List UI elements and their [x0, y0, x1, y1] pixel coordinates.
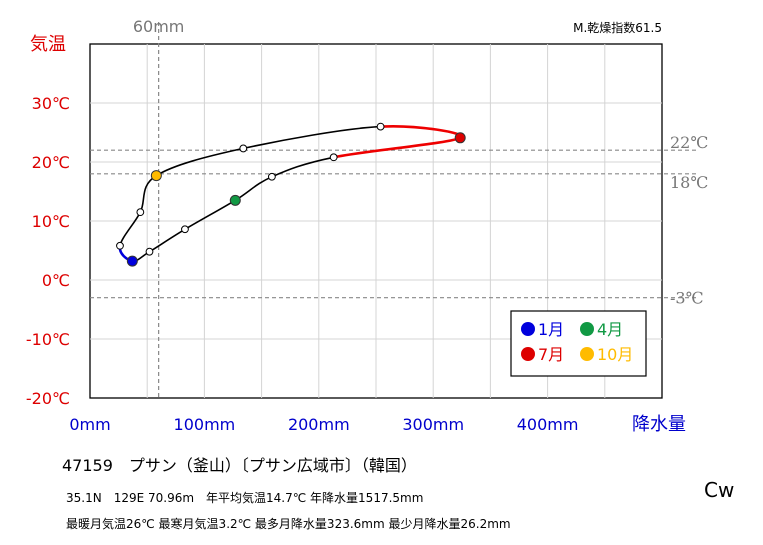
month-point-11	[136, 208, 145, 217]
y-tick-label: 0℃	[42, 271, 70, 290]
legend-label-1: 1月	[538, 320, 564, 339]
legend-label-4: 4月	[597, 320, 623, 339]
y-tick-label: 20℃	[32, 153, 70, 172]
reference-label-temp: -3℃	[670, 289, 703, 308]
climate-code: Cw	[704, 478, 735, 502]
month-point-6	[329, 153, 338, 162]
y-tick-label: -20℃	[26, 389, 70, 408]
legend-label-7: 7月	[538, 345, 564, 364]
month-point-8	[376, 122, 385, 131]
x-tick-label: 300mm	[402, 415, 464, 434]
month-point-4	[229, 194, 241, 206]
y-tick-label: 10℃	[32, 212, 70, 231]
legend-marker-10	[580, 347, 594, 361]
legend-box	[510, 310, 647, 377]
legend-marker-7	[521, 347, 535, 361]
month-point-5	[267, 172, 276, 181]
x-tick-label: 200mm	[288, 415, 350, 434]
reference-label-temp: 18℃	[670, 173, 708, 192]
month-point-1	[126, 255, 138, 267]
month-point-10	[150, 170, 162, 182]
x-tick-label: 400mm	[517, 415, 579, 434]
legend-marker-4	[580, 322, 594, 336]
x-axis-label: 降水量	[632, 414, 686, 435]
station-stats-line2: 最暖月気温26℃ 最寒月気温3.2℃ 最多月降水量323.6mm 最少月降水量2…	[66, 517, 511, 531]
x-tick-label: 0mm	[69, 415, 110, 434]
month-point-3	[181, 225, 189, 234]
reference-label-precip: 60mm	[133, 17, 185, 36]
month-point-9	[239, 144, 248, 153]
legend-label-10: 10月	[597, 345, 633, 364]
x-tick-label: 100mm	[174, 415, 236, 434]
month-point-7	[454, 132, 466, 144]
reference-label-temp: 22℃	[670, 133, 708, 152]
aridity-index: M.乾燥指数61.5	[573, 20, 662, 35]
legend-marker-1	[521, 322, 535, 336]
month-point-12	[116, 241, 124, 250]
station-title: 47159 プサン（釜山）〔プサン広域市〕（韓国）	[62, 456, 417, 475]
y-tick-label: -10℃	[26, 330, 70, 349]
month-point-2	[145, 247, 154, 256]
station-stats-line1: 35.1N 129E 70.96m 年平均気温14.7℃ 年降水量1517.5m…	[66, 491, 424, 505]
y-tick-label: 30℃	[32, 94, 70, 113]
y-axis-label: 気温	[30, 34, 66, 55]
